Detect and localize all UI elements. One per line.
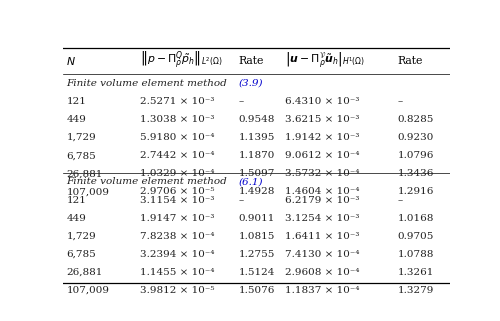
Text: 1.0168: 1.0168 (398, 214, 434, 223)
Text: 1.5076: 1.5076 (239, 286, 275, 295)
Text: 2.7442 × 10⁻⁴: 2.7442 × 10⁻⁴ (140, 151, 214, 160)
Text: 0.9230: 0.9230 (398, 133, 434, 142)
Text: 9.0612 × 10⁻⁴: 9.0612 × 10⁻⁴ (286, 151, 360, 160)
Text: 121: 121 (66, 196, 86, 205)
Text: 1.6411 × 10⁻³: 1.6411 × 10⁻³ (286, 232, 360, 241)
Text: 1.3038 × 10⁻³: 1.3038 × 10⁻³ (140, 115, 214, 124)
Text: 1.2916: 1.2916 (398, 187, 434, 196)
Text: 1.0815: 1.0815 (239, 232, 275, 241)
Text: 1.3436: 1.3436 (398, 169, 434, 178)
Text: –: – (398, 196, 403, 205)
Text: 0.9011: 0.9011 (239, 214, 275, 223)
Text: 1.3261: 1.3261 (398, 268, 434, 277)
Text: 3.9812 × 10⁻⁵: 3.9812 × 10⁻⁵ (140, 286, 214, 295)
Text: $N$: $N$ (66, 55, 76, 67)
Text: 1.0329 × 10⁻⁴: 1.0329 × 10⁻⁴ (140, 169, 214, 178)
Text: 3.1154 × 10⁻³: 3.1154 × 10⁻³ (140, 196, 214, 205)
Text: –: – (239, 97, 244, 106)
Text: 1.1455 × 10⁻⁴: 1.1455 × 10⁻⁴ (140, 268, 214, 277)
Text: 1.0788: 1.0788 (398, 250, 434, 259)
Text: 449: 449 (66, 115, 86, 124)
Text: (3.9): (3.9) (239, 79, 264, 88)
Text: Rate: Rate (239, 56, 264, 66)
Text: 26,881: 26,881 (66, 169, 103, 178)
Text: (6.1): (6.1) (239, 178, 264, 187)
Text: –: – (239, 196, 244, 205)
Text: 1.2755: 1.2755 (239, 250, 275, 259)
Text: 3.5732 × 10⁻⁴: 3.5732 × 10⁻⁴ (286, 169, 360, 178)
Text: 449: 449 (66, 214, 86, 223)
Text: 6,785: 6,785 (66, 250, 96, 259)
Text: 1.4604 × 10⁻⁴: 1.4604 × 10⁻⁴ (286, 187, 360, 196)
Text: 6,785: 6,785 (66, 151, 96, 160)
Text: Finite volume element method: Finite volume element method (66, 178, 230, 187)
Text: Finite volume element method: Finite volume element method (66, 79, 230, 88)
Text: 0.9705: 0.9705 (398, 232, 434, 241)
Text: 1,729: 1,729 (66, 232, 96, 241)
Text: 1.1870: 1.1870 (239, 151, 275, 160)
Text: 6.2179 × 10⁻³: 6.2179 × 10⁻³ (286, 196, 360, 205)
Text: 6.4310 × 10⁻³: 6.4310 × 10⁻³ (286, 97, 360, 106)
Text: 121: 121 (66, 97, 86, 106)
Text: 7.4130 × 10⁻⁴: 7.4130 × 10⁻⁴ (286, 250, 360, 259)
Text: 1.3279: 1.3279 (398, 286, 434, 295)
Text: 2.5271 × 10⁻³: 2.5271 × 10⁻³ (140, 97, 214, 106)
Text: 1,729: 1,729 (66, 133, 96, 142)
Text: $\left\|p - \Pi_\rho^Q\tilde{p}_h\right\|_{L^2(\Omega)}$: $\left\|p - \Pi_\rho^Q\tilde{p}_h\right\… (140, 50, 222, 72)
Text: 1.0796: 1.0796 (398, 151, 434, 160)
Text: 0.9548: 0.9548 (239, 115, 275, 124)
Text: 3.6215 × 10⁻³: 3.6215 × 10⁻³ (286, 115, 360, 124)
Text: 3.2394 × 10⁻⁴: 3.2394 × 10⁻⁴ (140, 250, 214, 259)
Text: 2.9608 × 10⁻⁴: 2.9608 × 10⁻⁴ (286, 268, 360, 277)
Text: 1.9147 × 10⁻³: 1.9147 × 10⁻³ (140, 214, 214, 223)
Text: 107,009: 107,009 (66, 187, 110, 196)
Text: $\left|\boldsymbol{u} - \Pi_\rho^{\mathcal{V}}\tilde{\boldsymbol{u}}_h\right|_{H: $\left|\boldsymbol{u} - \Pi_\rho^{\mathc… (286, 51, 366, 71)
Text: 26,881: 26,881 (66, 268, 103, 277)
Text: 1.5097: 1.5097 (239, 169, 275, 178)
Text: 1.9142 × 10⁻³: 1.9142 × 10⁻³ (286, 133, 360, 142)
Text: 1.1837 × 10⁻⁴: 1.1837 × 10⁻⁴ (286, 286, 360, 295)
Text: 1.5124: 1.5124 (239, 268, 275, 277)
Text: 3.1254 × 10⁻³: 3.1254 × 10⁻³ (286, 214, 360, 223)
Text: Rate: Rate (398, 56, 423, 66)
Text: 0.8285: 0.8285 (398, 115, 434, 124)
Text: 1.4928: 1.4928 (239, 187, 275, 196)
Text: 7.8238 × 10⁻⁴: 7.8238 × 10⁻⁴ (140, 232, 214, 241)
Text: 2.9706 × 10⁻⁵: 2.9706 × 10⁻⁵ (140, 187, 214, 196)
Text: 5.9180 × 10⁻⁴: 5.9180 × 10⁻⁴ (140, 133, 214, 142)
Text: 1.1395: 1.1395 (239, 133, 275, 142)
Text: –: – (398, 97, 403, 106)
Text: 107,009: 107,009 (66, 286, 110, 295)
